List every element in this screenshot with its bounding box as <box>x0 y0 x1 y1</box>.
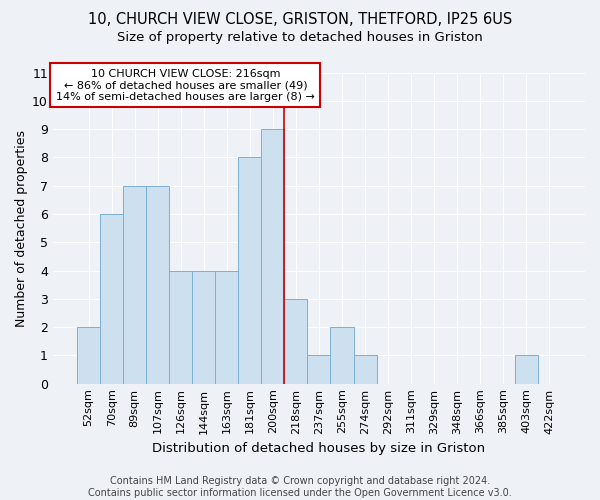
Bar <box>77 327 100 384</box>
Bar <box>192 270 215 384</box>
Text: Size of property relative to detached houses in Griston: Size of property relative to detached ho… <box>117 32 483 44</box>
Text: Contains HM Land Registry data © Crown copyright and database right 2024.
Contai: Contains HM Land Registry data © Crown c… <box>88 476 512 498</box>
Bar <box>307 356 331 384</box>
Bar <box>123 186 146 384</box>
Bar <box>331 327 353 384</box>
Bar <box>100 214 123 384</box>
Bar <box>215 270 238 384</box>
Text: 10 CHURCH VIEW CLOSE: 216sqm
← 86% of detached houses are smaller (49)
14% of se: 10 CHURCH VIEW CLOSE: 216sqm ← 86% of de… <box>56 68 315 102</box>
X-axis label: Distribution of detached houses by size in Griston: Distribution of detached houses by size … <box>152 442 485 455</box>
Bar <box>146 186 169 384</box>
Y-axis label: Number of detached properties: Number of detached properties <box>15 130 28 326</box>
Bar <box>284 299 307 384</box>
Bar <box>353 356 377 384</box>
Bar <box>238 158 262 384</box>
Bar <box>262 129 284 384</box>
Bar <box>169 270 192 384</box>
Bar <box>515 356 538 384</box>
Text: 10, CHURCH VIEW CLOSE, GRISTON, THETFORD, IP25 6US: 10, CHURCH VIEW CLOSE, GRISTON, THETFORD… <box>88 12 512 28</box>
